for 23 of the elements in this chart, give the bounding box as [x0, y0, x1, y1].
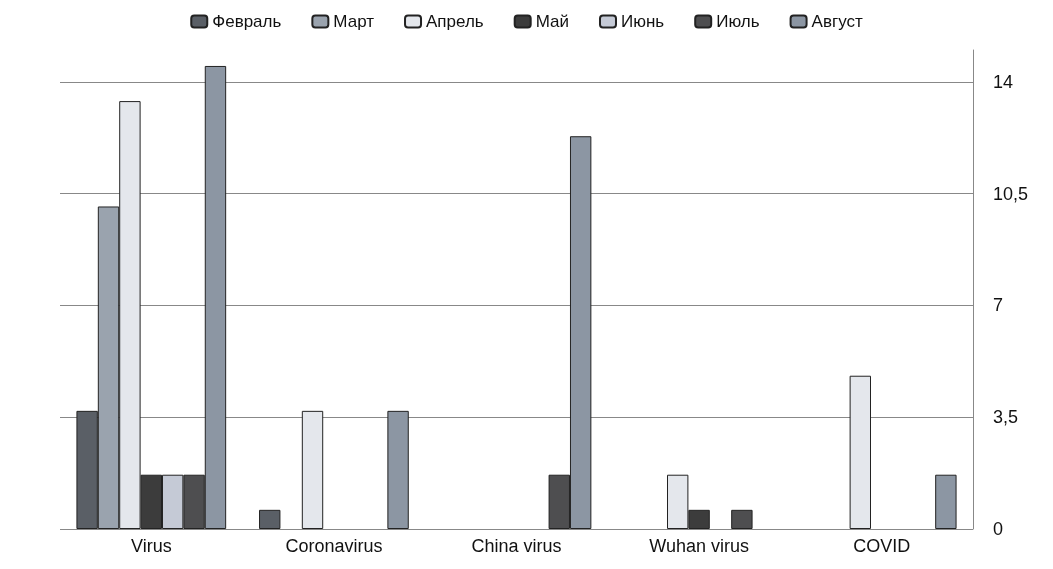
x-tick-label: Wuhan virus	[649, 536, 749, 556]
legend-label: Июль	[716, 12, 760, 31]
bar	[259, 509, 281, 529]
bar	[849, 375, 871, 529]
legend-label: Апрель	[426, 12, 484, 31]
x-tick-label: Coronavirus	[285, 536, 383, 556]
legend-label: Август	[811, 12, 863, 31]
y-tick-label: 3,5	[993, 407, 1019, 428]
bar	[387, 410, 409, 529]
bar	[731, 509, 753, 529]
legend-label: Март	[333, 12, 375, 31]
y-tick-label: 10,5	[993, 183, 1029, 204]
legend-label: Июнь	[620, 12, 665, 31]
bar	[301, 410, 324, 529]
x-tick-label: COVID	[853, 536, 911, 556]
y-tick-label: 0	[993, 519, 1004, 539]
x-tick-label: China virus	[471, 536, 562, 556]
bar	[935, 474, 957, 529]
legend-label: Май	[535, 12, 569, 31]
y-tick-label: 14	[993, 71, 1014, 92]
legend-label: Февраль	[212, 12, 282, 31]
y-tick-label: 7	[993, 295, 1004, 316]
x-tick-label: Virus	[130, 536, 172, 556]
